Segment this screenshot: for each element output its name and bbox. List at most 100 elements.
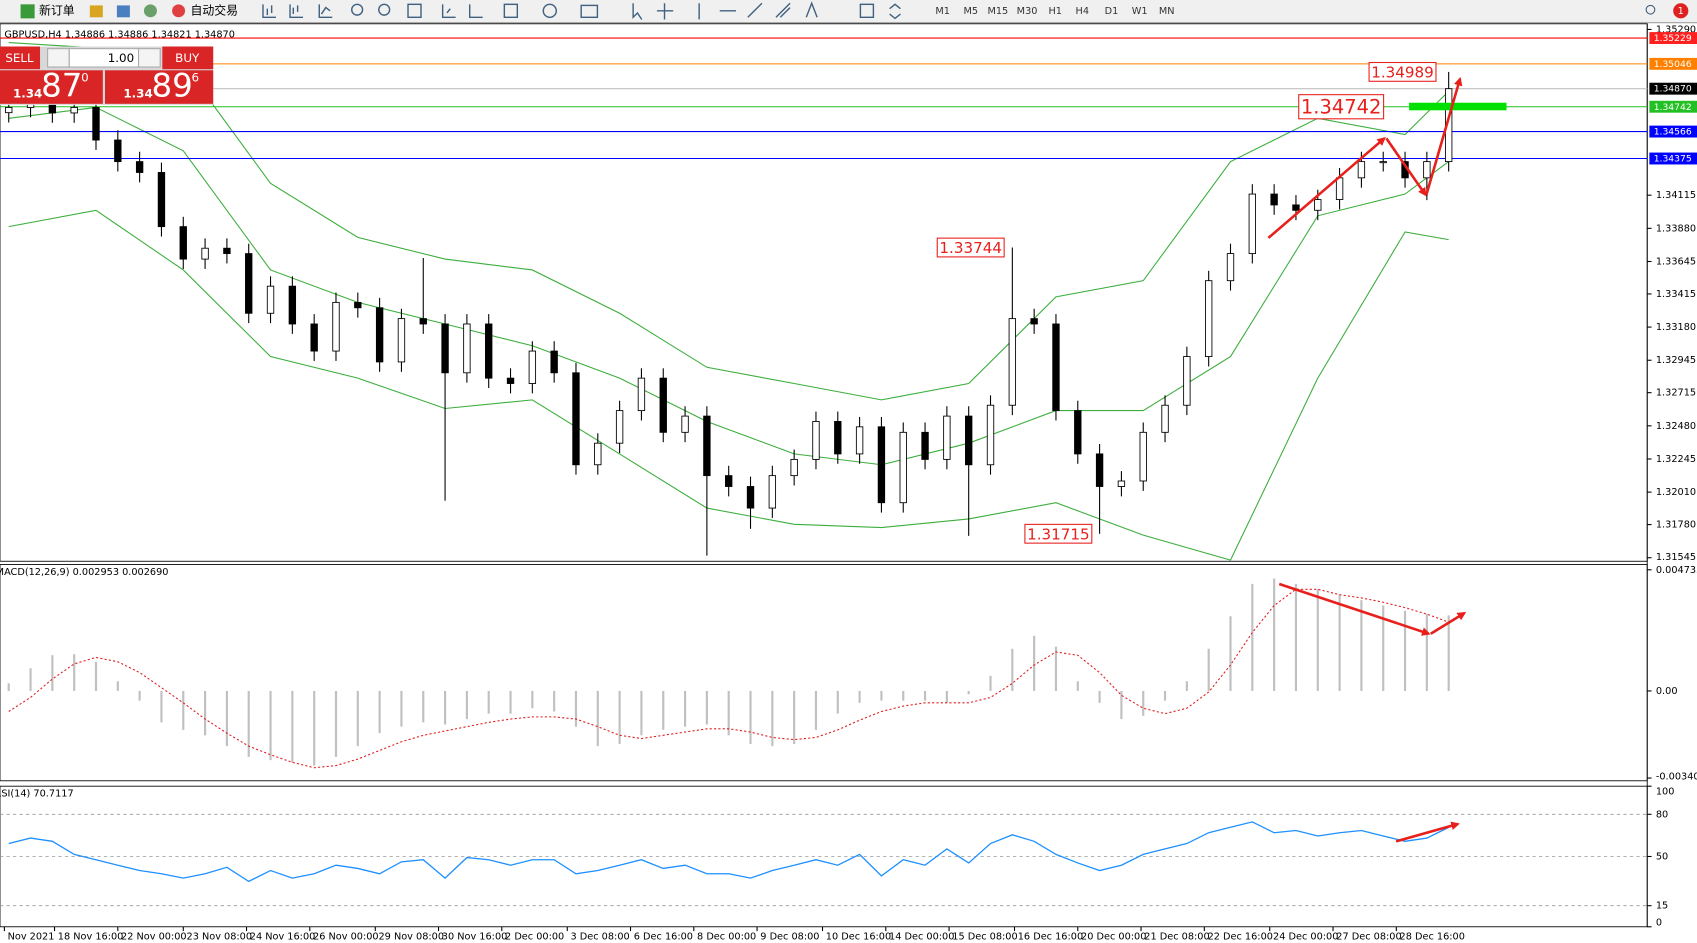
- line-tool[interactable]: [318, 4, 333, 19]
- candle-body: [5, 107, 13, 114]
- candle-body: [266, 285, 275, 314]
- timeframe-button[interactable]: M30: [1017, 6, 1038, 17]
- auto-trading-button[interactable]: 自动交易: [172, 3, 238, 17]
- price-level-label: 1.34375: [1654, 154, 1692, 165]
- y-tick-label: 15: [1656, 901, 1668, 912]
- candle-body: [1030, 318, 1038, 325]
- arrow: [1395, 821, 1460, 843]
- candle-body: [921, 431, 929, 460]
- candle-body: [114, 139, 122, 163]
- sell-button[interactable]: SELL: [0, 46, 41, 70]
- price-annotation-box: [1368, 61, 1437, 82]
- indicators[interactable]: [503, 3, 519, 19]
- price-level-box: [1649, 152, 1697, 165]
- lots-down[interactable]: [47, 48, 70, 68]
- price-chart-title: GBPUSD,H4 1.34886 1.34886 1.34821 1.3487…: [4, 30, 235, 41]
- search-icon[interactable]: [1645, 4, 1656, 15]
- bar-chart-tool[interactable]: [262, 4, 276, 19]
- candle-body: [550, 350, 558, 374]
- channel[interactable]: [775, 2, 791, 18]
- timeframe-button[interactable]: M1: [935, 6, 950, 17]
- y-tick-label: 50: [1656, 851, 1668, 862]
- auto-trading-label: 自动交易: [190, 3, 238, 17]
- timeframe-button[interactable]: H1: [1048, 6, 1062, 17]
- arrows-tool[interactable]: [889, 3, 901, 20]
- macd-signal-line: [8, 588, 1449, 769]
- buy-price-big: 89: [152, 67, 193, 105]
- candle-body: [397, 318, 406, 363]
- buy-price-button[interactable]: 1.34 89 6: [104, 67, 214, 105]
- arrow: [1430, 612, 1467, 635]
- x-tick-label: 29 Nov 08:00: [379, 932, 445, 943]
- candle-body: [615, 410, 624, 444]
- timeframe-button[interactable]: M5: [964, 6, 979, 17]
- zoom-out[interactable]: [378, 3, 391, 16]
- y-tick-label: 1.31545: [1656, 552, 1696, 563]
- candle-body: [965, 415, 973, 466]
- candle-body: [485, 323, 493, 379]
- x-tick-label: 14 Dec 00:00: [889, 932, 954, 943]
- timeframe-button[interactable]: MN: [1159, 6, 1175, 17]
- candle-body: [1008, 318, 1017, 406]
- candle-body: [354, 301, 362, 309]
- highlight-rect: [1409, 102, 1507, 111]
- candle-body: [790, 458, 798, 477]
- lots-up[interactable]: [137, 48, 161, 68]
- x-tick-label: 10 Dec 16:00: [826, 932, 891, 943]
- text-tool[interactable]: [859, 3, 875, 19]
- x-tick-label: 24 Dec 00:00: [1273, 932, 1338, 943]
- toolbar-tools[interactable]: [262, 1, 901, 20]
- auto-trading-icon: [172, 4, 186, 18]
- new-order-button[interactable]: 新订单: [20, 3, 75, 19]
- timeframe-button[interactable]: D1: [1105, 6, 1119, 17]
- shift[interactable]: [469, 4, 483, 19]
- notification-badge[interactable]: [1673, 3, 1689, 19]
- price-level-box: [1649, 82, 1697, 95]
- candle-body: [288, 285, 297, 325]
- crosshair[interactable]: [656, 3, 674, 20]
- tile-tool[interactable]: [407, 3, 422, 19]
- candle-body: [1270, 193, 1278, 206]
- sell-price-prefix: 1.34: [13, 87, 42, 101]
- toolbar-icon[interactable]: [116, 5, 130, 18]
- candle-body: [179, 226, 187, 260]
- toolbar-icon[interactable]: [143, 4, 157, 18]
- y-tick-label: 1.33180: [1656, 322, 1696, 333]
- timeframe-button[interactable]: M15: [987, 6, 1008, 17]
- price-annotation-box: [1024, 523, 1093, 544]
- y-tick-label: 1.32945: [1656, 355, 1696, 366]
- zoom-in[interactable]: [351, 3, 364, 16]
- arrow: [1385, 137, 1427, 197]
- sell-price-button[interactable]: 1.34 87 0: [0, 67, 103, 105]
- macd-title: MACD(12,26,9) 0.002953 0.002690: [0, 567, 168, 578]
- price-level-box: [1649, 125, 1697, 138]
- candle-tool[interactable]: [289, 4, 304, 19]
- buy-price-bg: [104, 70, 214, 104]
- cursor[interactable]: [632, 3, 643, 20]
- toolbar-icon[interactable]: [89, 5, 103, 18]
- x-tick-label: 22 Nov 00:00: [121, 932, 187, 943]
- candle-body: [201, 247, 209, 260]
- x-tick-label: Nov 2021: [8, 932, 55, 943]
- fibo[interactable]: [805, 1, 818, 18]
- candle-body: [441, 323, 449, 374]
- templates[interactable]: [580, 4, 599, 19]
- macd-panel: [0, 564, 1648, 782]
- candle-body: [92, 107, 100, 141]
- x-tick-label: 2 Dec 00:00: [505, 932, 564, 943]
- candle-body: [768, 475, 777, 509]
- candle-body: [1226, 253, 1235, 282]
- candle-body: [1139, 431, 1147, 482]
- candle-body: [877, 426, 886, 504]
- candle-body: [310, 323, 318, 352]
- trendline[interactable]: [747, 2, 763, 18]
- sell-label: SELL: [5, 51, 34, 65]
- sell-price-bg: [0, 70, 103, 104]
- autoscroll[interactable]: [441, 4, 456, 19]
- periods[interactable]: [542, 3, 557, 19]
- candle-body: [375, 307, 384, 363]
- price-annotation-box: [936, 237, 1005, 258]
- timeframe-button[interactable]: H4: [1076, 6, 1090, 17]
- timeframe-button[interactable]: W1: [1132, 6, 1148, 17]
- buy-button[interactable]: BUY: [162, 46, 214, 70]
